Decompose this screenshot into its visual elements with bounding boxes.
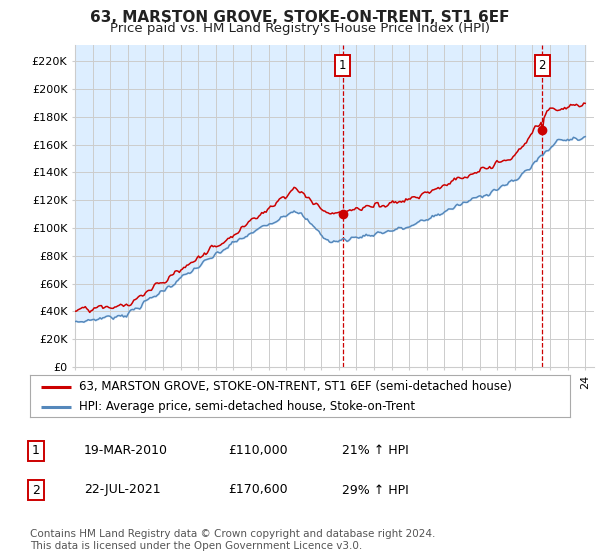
Text: 1: 1 [339,59,346,72]
Text: 22-JUL-2021: 22-JUL-2021 [84,483,161,497]
Text: 2: 2 [32,483,40,497]
Text: 21% ↑ HPI: 21% ↑ HPI [342,444,409,458]
Text: 63, MARSTON GROVE, STOKE-ON-TRENT, ST1 6EF (semi-detached house): 63, MARSTON GROVE, STOKE-ON-TRENT, ST1 6… [79,380,511,394]
Text: HPI: Average price, semi-detached house, Stoke-on-Trent: HPI: Average price, semi-detached house,… [79,400,415,413]
Text: Contains HM Land Registry data © Crown copyright and database right 2024.
This d: Contains HM Land Registry data © Crown c… [30,529,436,551]
Text: £170,600: £170,600 [228,483,287,497]
Text: 19-MAR-2010: 19-MAR-2010 [84,444,168,458]
Text: 63, MARSTON GROVE, STOKE-ON-TRENT, ST1 6EF: 63, MARSTON GROVE, STOKE-ON-TRENT, ST1 6… [90,10,510,25]
Text: 2: 2 [538,59,546,72]
Text: Price paid vs. HM Land Registry's House Price Index (HPI): Price paid vs. HM Land Registry's House … [110,22,490,35]
Text: 1: 1 [32,444,40,458]
Text: 29% ↑ HPI: 29% ↑ HPI [342,483,409,497]
Text: £110,000: £110,000 [228,444,287,458]
